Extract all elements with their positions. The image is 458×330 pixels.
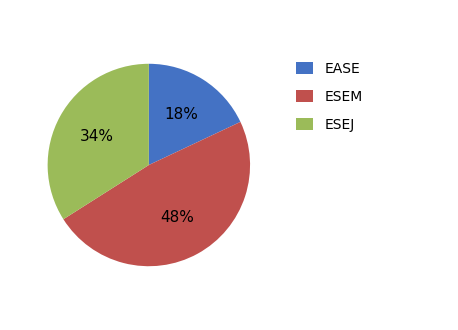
Wedge shape	[63, 122, 250, 266]
Text: 48%: 48%	[161, 210, 195, 225]
Wedge shape	[48, 64, 149, 219]
Text: 18%: 18%	[164, 107, 198, 122]
Wedge shape	[149, 64, 240, 165]
Text: 34%: 34%	[80, 129, 114, 144]
Legend: EASE, ESEM, ESEJ: EASE, ESEM, ESEJ	[291, 56, 368, 137]
